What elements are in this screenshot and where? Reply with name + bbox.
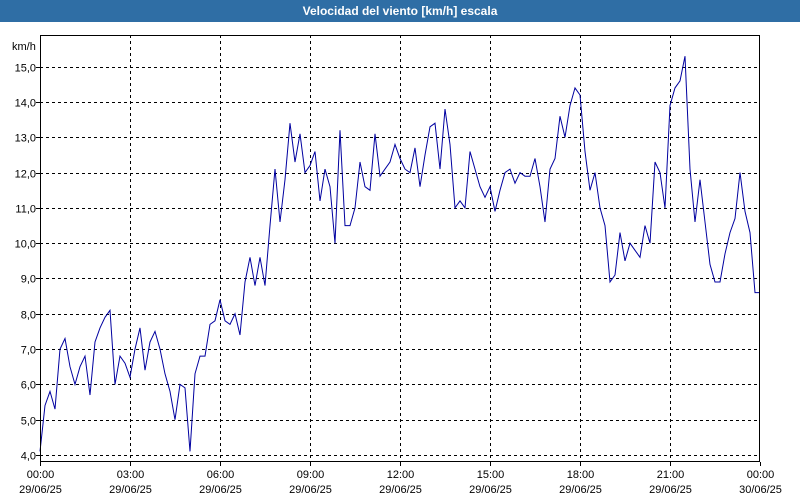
y-tick-label: 10,0 [15, 239, 36, 251]
y-tick-label: 12,0 [15, 169, 36, 181]
x-tick-time-label: 06:00 [207, 469, 235, 481]
y-tick-label: 11,0 [15, 204, 36, 216]
x-tick-time-label: 18:00 [567, 469, 595, 481]
chart-title: Velocidad del viento [km/h] escala [0, 0, 800, 22]
y-tick-label: 6,0 [21, 380, 36, 392]
x-tick-date-label: 29/06/25 [469, 484, 512, 496]
x-tick-time-label: 00:00 [747, 469, 775, 481]
y-tick-label: 4,0 [21, 451, 36, 463]
y-tick-label: 15,0 [15, 63, 36, 75]
x-tick-date-label: 29/06/25 [19, 484, 62, 496]
x-tick-date-label: 29/06/25 [379, 484, 422, 496]
x-tick-date-label: 29/06/25 [289, 484, 332, 496]
x-tick-date-label: 30/06/25 [739, 484, 782, 496]
x-tick-date-label: 29/06/25 [559, 484, 602, 496]
y-tick-label: 7,0 [21, 345, 36, 357]
wind-speed-series-line [39, 56, 760, 452]
x-tick-time-label: 12:00 [387, 469, 415, 481]
x-tick-time-label: 00:00 [27, 469, 55, 481]
x-tick-time-label: 21:00 [657, 469, 685, 481]
plot-border [40, 35, 760, 462]
x-tick-time-label: 15:00 [477, 469, 505, 481]
y-tick-label: 9,0 [21, 274, 36, 286]
y-tick-label: 13,0 [15, 133, 36, 145]
y-axis-unit-label: km/h [12, 41, 36, 53]
x-tick-date-label: 29/06/25 [199, 484, 242, 496]
y-tick-label: 14,0 [15, 98, 36, 110]
x-tick-time-label: 03:00 [117, 469, 145, 481]
y-tick-label: 8,0 [21, 310, 36, 322]
y-tick-label: 5,0 [21, 416, 36, 428]
x-tick-date-label: 29/06/25 [649, 484, 692, 496]
x-tick-date-label: 29/06/25 [109, 484, 152, 496]
x-tick-time-label: 09:00 [297, 469, 325, 481]
